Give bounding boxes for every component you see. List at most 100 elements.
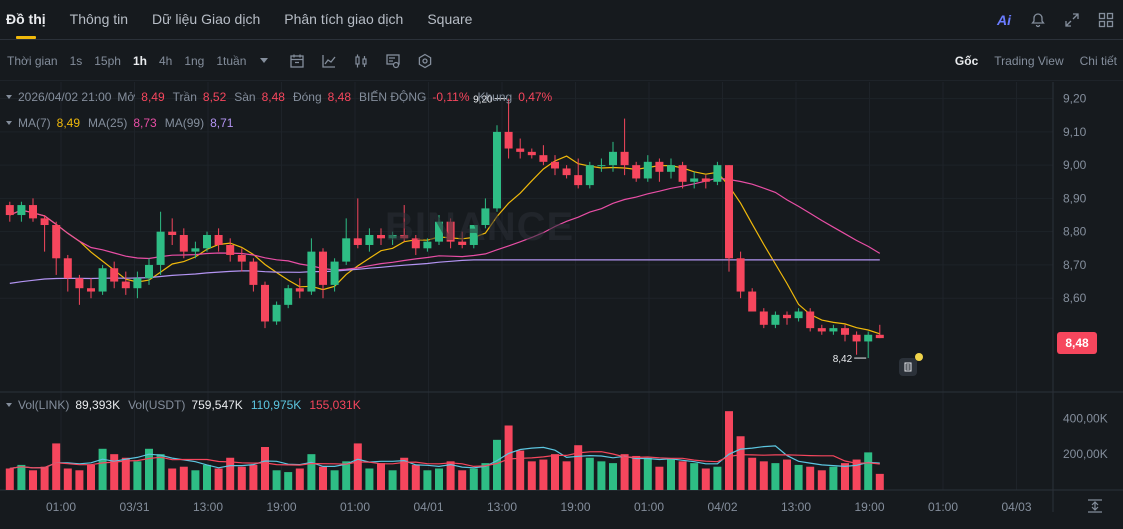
price-chart[interactable]: 9,20 9,10 9,00 8,90 8,80 8,70 8,60 400,00K 200,…: [0, 82, 1123, 529]
ma7-value: 8,49: [56, 116, 81, 130]
volume-bar: [377, 463, 385, 490]
low-value: 8,48: [261, 90, 285, 104]
candle-body: [388, 235, 397, 239]
candle-body: [377, 235, 385, 239]
bell-icon[interactable]: [1029, 11, 1047, 29]
volume-bar: [620, 454, 629, 490]
volume-bar: [817, 470, 826, 490]
interval-1h[interactable]: 1h: [132, 53, 147, 68]
volume-bar: [690, 463, 699, 490]
volume-bar: [411, 464, 420, 490]
volume-bar: [214, 468, 223, 490]
interval-15m[interactable]: 15ph: [94, 53, 121, 68]
ma99-label: MA(99): [164, 116, 205, 130]
volume-bar: [469, 468, 478, 490]
candle-body: [817, 328, 826, 332]
close-value: 8,48: [327, 90, 352, 104]
candle-body: [771, 314, 780, 325]
candle-body: [52, 225, 61, 259]
view-tab-original[interactable]: Gốc: [954, 54, 979, 68]
vol-ma1-value: 110,975K: [250, 398, 302, 412]
calendar-icon[interactable]: [288, 52, 306, 70]
volume-bar: [481, 463, 490, 490]
volume-bar: [319, 466, 327, 490]
volume-bar: [365, 468, 374, 490]
candle-body: [29, 205, 37, 219]
time-tick-label: 19:00: [854, 500, 884, 514]
collapse-chevron-icon[interactable]: [6, 403, 12, 407]
change-label: BIẾN ĐỘNG: [359, 90, 427, 104]
scale-reset-icon: [1088, 499, 1102, 513]
time-tick-label: 04/03: [1001, 500, 1031, 514]
tab-trading-data[interactable]: Dữ liệu Giao dịch: [152, 10, 261, 27]
candle-body: [841, 328, 849, 335]
vol-link-value: 89,393K: [75, 398, 121, 412]
vol-usdt-value: 759,547K: [191, 398, 243, 412]
grid-icon[interactable]: [1097, 11, 1115, 29]
volume-bar: [261, 447, 269, 490]
interval-1d[interactable]: 1ng: [184, 53, 205, 68]
candle-body: [295, 288, 304, 292]
chart-settings-icon[interactable]: [384, 52, 402, 70]
indicator-icon[interactable]: [320, 52, 338, 70]
candle-body: [701, 178, 710, 182]
expand-icon[interactable]: [1063, 11, 1081, 29]
interval-1s[interactable]: 1s: [69, 53, 83, 68]
candle-body: [446, 221, 455, 242]
price-tick-label: 9,00: [1063, 158, 1087, 172]
volume-bar: [353, 443, 362, 490]
tab-square[interactable]: Square: [427, 10, 473, 27]
volume-bar: [794, 464, 803, 490]
candle-body: [133, 278, 142, 289]
volume-bar: [759, 461, 768, 490]
chart-annotations: 9,20 8,42: [473, 95, 923, 376]
gear-icon[interactable]: [416, 52, 434, 70]
collapse-chevron-icon[interactable]: [6, 95, 12, 99]
volume-legend: Vol(LINK) 89,393K Vol(USDT) 759,547K 110,9…: [6, 398, 369, 412]
view-tab-details[interactable]: Chi tiết: [1079, 54, 1117, 68]
volume-bar: [829, 466, 838, 490]
candle-body: [620, 151, 629, 166]
volume-bar: [63, 468, 72, 490]
volume-bar: [562, 461, 571, 490]
tab-chart[interactable]: Đồ thị: [6, 0, 46, 40]
price-tick-label: 8,90: [1063, 191, 1087, 205]
interval-4h[interactable]: 4h: [158, 53, 173, 68]
candle-body: [574, 175, 583, 186]
volume-bar: [574, 445, 583, 490]
volume-tick-label: 200,00K: [1063, 447, 1108, 461]
volume-bar: [655, 466, 664, 490]
candle-body: [272, 304, 281, 322]
candle-body: [516, 148, 525, 152]
volume-bar: [400, 457, 409, 490]
high-value: 8,52: [202, 90, 227, 104]
candle-body: [759, 311, 768, 325]
candle-type-icon[interactable]: [352, 52, 370, 70]
tab-trading-analysis[interactable]: Phân tích giao dịch: [284, 10, 404, 27]
candle-body: [643, 161, 652, 179]
volume-bar: [736, 436, 745, 490]
current-price-tag: 8,48: [1057, 332, 1097, 354]
vol-link-label: Vol(LINK): [18, 398, 70, 412]
interval-1w[interactable]: 1tuần: [216, 53, 247, 68]
volume-bar: [783, 459, 791, 490]
time-tick-label: 19:00: [560, 500, 590, 514]
candle-body: [342, 238, 351, 262]
interval-dropdown-icon[interactable]: [260, 58, 269, 63]
volume-bar: [40, 466, 49, 490]
ai-icon[interactable]: Ai: [997, 12, 1011, 28]
candle-body: [98, 268, 107, 292]
high-marker-label: 9,20: [473, 95, 493, 106]
tab-info[interactable]: Thông tin: [69, 10, 129, 27]
candle-body: [110, 268, 119, 282]
view-tab-tradingview[interactable]: Trading View: [994, 54, 1064, 68]
candle-body: [783, 314, 791, 319]
volume-bar: [597, 461, 606, 490]
candle-body: [551, 161, 559, 169]
ma7-line: [9, 155, 880, 335]
price-tick-label: 8,80: [1063, 225, 1087, 239]
time-tick-label: 04/01: [413, 500, 443, 514]
collapse-chevron-icon[interactable]: [6, 121, 12, 125]
low-label: Sàn: [234, 90, 256, 104]
candle-body: [319, 251, 327, 285]
